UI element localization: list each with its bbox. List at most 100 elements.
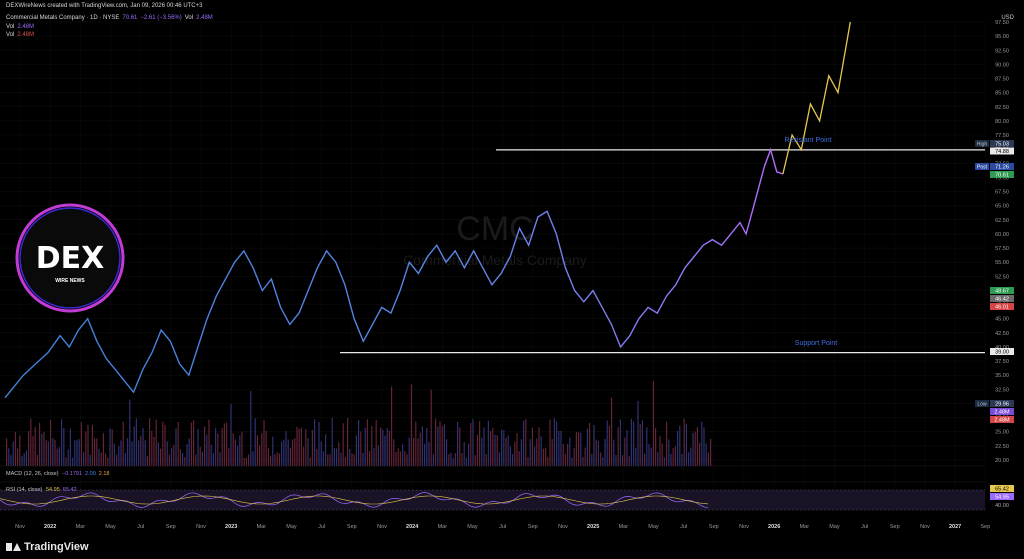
volume-bar: [52, 438, 54, 466]
volume-bar: [96, 438, 98, 466]
y-tick-label: 60.00: [995, 232, 1009, 238]
volume-bar: [582, 456, 584, 466]
volume-bar: [113, 443, 115, 466]
y-tick-label: 62.50: [995, 218, 1009, 224]
x-tick-label: Sep: [166, 524, 176, 530]
volume-bar: [523, 420, 525, 466]
volume-bar: [36, 454, 38, 466]
volume-bar: [171, 447, 173, 466]
y-tick-label: 55.00: [995, 260, 1009, 266]
volume-bar: [644, 453, 646, 466]
volume-bar: [210, 444, 212, 466]
volume-bar: [591, 453, 593, 466]
volume-bar: [245, 457, 247, 466]
x-tick-label: Jul: [861, 524, 868, 530]
volume-bar: [382, 429, 384, 466]
volume-bar: [351, 453, 353, 466]
volume-bar: [683, 418, 685, 466]
volume-bar: [646, 427, 648, 466]
y-tick-label: 80.00: [995, 119, 1009, 125]
volume-bar: [140, 435, 142, 466]
volume-bar: [545, 447, 547, 466]
volume-bar: [564, 453, 566, 466]
volume-bar: [371, 426, 373, 466]
volume-bar: [575, 431, 577, 466]
volume-bar: [692, 432, 694, 466]
y-tick-label: 22.50: [995, 444, 1009, 450]
volume-bar: [135, 418, 137, 466]
volume-bar: [578, 432, 580, 466]
volume-bar: [707, 452, 709, 466]
volume-bar: [28, 431, 30, 466]
volume-bar: [514, 441, 516, 466]
volume-bar: [437, 426, 439, 466]
volume-bar: [23, 453, 25, 466]
volume-bar: [303, 446, 305, 466]
volume-bar: [296, 426, 298, 466]
y-tick-label: 65.00: [995, 204, 1009, 210]
volume-bar: [580, 432, 582, 466]
currency-label: USD: [1001, 15, 1014, 21]
volume-bar: [208, 419, 210, 466]
volume-bar: [25, 450, 27, 466]
volume-bar: [602, 457, 604, 466]
volume-bar: [536, 438, 538, 466]
volume-bar: [494, 434, 496, 466]
rsi-band: [0, 490, 985, 510]
volume-bar: [701, 421, 703, 466]
volume-bar: [248, 454, 250, 466]
price-levels: [340, 149, 985, 354]
volume-bar: [606, 420, 608, 466]
projection-line: [782, 21, 851, 175]
volume-bar: [703, 427, 705, 466]
volume-bar: [228, 448, 230, 466]
volume-bar: [217, 433, 219, 466]
volume-bar: [615, 455, 617, 466]
watermark-name: Commercial Metals Company: [403, 252, 587, 268]
volume-bar: [215, 428, 217, 466]
volume-bar: [333, 448, 335, 466]
volume-bar: [221, 427, 223, 466]
x-tick-label: Mar: [800, 524, 810, 530]
volume-bar: [85, 431, 87, 466]
volume-bar: [380, 427, 382, 466]
x-tick-label: Mar: [76, 524, 86, 530]
volume-bar: [630, 418, 632, 466]
volume-bar: [448, 454, 450, 466]
volume-bar: [666, 421, 668, 466]
volume-bar: [415, 421, 417, 466]
volume-bar: [193, 420, 195, 466]
volume-bar: [138, 440, 140, 466]
volume-bar: [595, 439, 597, 466]
volume-bar: [373, 448, 375, 466]
volume-bar: [184, 456, 186, 466]
volume-bar: [47, 441, 49, 466]
volume-bar: [19, 435, 21, 466]
x-tick-label: Mar: [257, 524, 267, 530]
volume-bar: [320, 441, 322, 466]
volume-bar: [639, 424, 641, 466]
tradingview-logo[interactable]: TradingView: [6, 541, 89, 553]
volume-bar: [432, 454, 434, 466]
volume-bar: [278, 453, 280, 466]
volume-bar: [270, 455, 272, 466]
price-tags: High 75.03 74.88 Post 71.26 70.61 48.67 …: [975, 140, 1014, 509]
volume-bar: [364, 427, 366, 466]
x-tick-label: Nov: [377, 524, 387, 530]
volume-bar: [254, 418, 256, 466]
volume-bar: [283, 439, 285, 466]
volume-bar: [366, 419, 368, 466]
volume-bar: [597, 440, 599, 466]
x-tick-label: Sep: [890, 524, 900, 530]
volume-bar: [668, 439, 670, 466]
volume-bar: [43, 431, 45, 466]
y-tick-label: 52.50: [995, 274, 1009, 280]
volume-bar: [441, 426, 443, 466]
volume-bar: [195, 454, 197, 466]
volume-bar: [679, 425, 681, 466]
volume-bar: [512, 454, 514, 466]
volume-bar: [417, 438, 419, 466]
x-tick-label: Nov: [920, 524, 930, 530]
volume-bar: [710, 438, 712, 466]
